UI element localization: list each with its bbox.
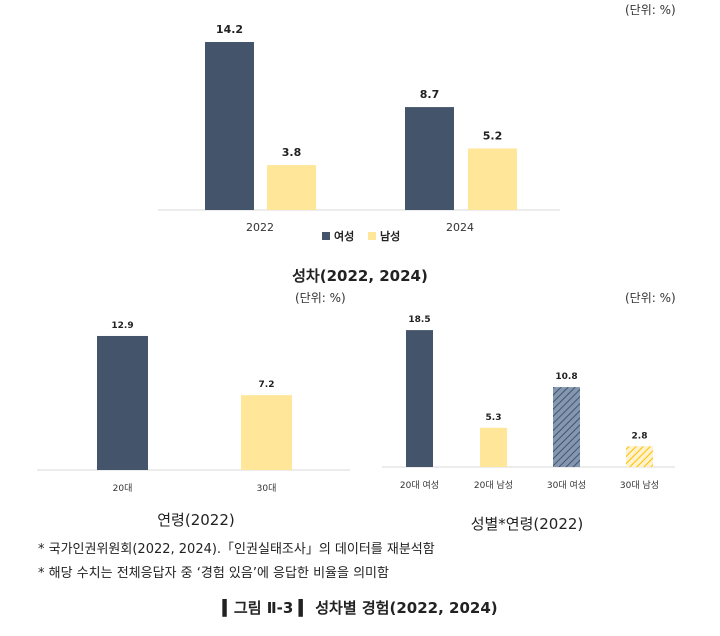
bar xyxy=(267,165,316,210)
bar xyxy=(626,446,653,467)
bar xyxy=(97,335,148,470)
data-label: 14.2 xyxy=(216,23,243,36)
legend-swatch-women xyxy=(322,232,330,240)
chart-title-age: 연령(2022) xyxy=(157,511,234,529)
bar xyxy=(553,387,580,467)
x-tick-label: 20대 남성 xyxy=(474,480,513,491)
x-tick-label: 20대 여성 xyxy=(400,479,439,491)
legend-men: 남성 xyxy=(380,229,400,243)
legend-swatch-men xyxy=(368,232,376,240)
bar xyxy=(468,148,517,210)
data-label: 5.2 xyxy=(483,129,503,142)
figure-caption: ▍그림 Ⅱ-3 ▍ 성차별 경험(2022, 2024) xyxy=(221,598,497,617)
bar xyxy=(480,427,507,467)
bar xyxy=(405,107,454,210)
bar xyxy=(406,330,433,467)
chart-gender-age: 18.5 20대 여성 5.3 20대 남성 10.8 30대 여성 2.8 30대 남성 xyxy=(382,315,675,491)
chart-title-gender: 성차(2022, 2024) xyxy=(292,267,428,285)
x-tick-label: 30대 여성 xyxy=(547,479,586,491)
unit-label-age: (단위: %) xyxy=(295,291,346,305)
x-tick-label: 30대 xyxy=(257,483,277,494)
bar xyxy=(241,395,292,470)
x-tick-label: 2024 xyxy=(446,221,474,234)
data-label: 8.7 xyxy=(420,88,440,101)
data-label: 7.2 xyxy=(259,380,275,390)
chart-title-gender-age: 성별*연령(2022) xyxy=(471,515,584,533)
unit-label-gender-age: (단위: %) xyxy=(625,291,676,305)
note-definition: * 해당 수치는 전체응답자 중 ‘경험 있음’에 응답한 비율을 의미함 xyxy=(38,566,389,581)
chart-gender: 14.2 8.7 3.8 5.2 2022 2024 xyxy=(158,23,560,234)
data-label: 12.9 xyxy=(111,321,133,331)
x-tick-label: 30대 남성 xyxy=(620,480,659,491)
unit-label-top: (단위: %) xyxy=(625,3,676,17)
data-label: 5.3 xyxy=(486,413,502,423)
bar xyxy=(205,42,254,210)
x-tick-label: 20대 xyxy=(113,483,133,494)
data-label: 2.8 xyxy=(632,431,648,441)
x-tick-label: 2022 xyxy=(246,221,274,234)
note-source: * 국가인권위원회(2022, 2024).「인권실태조사」의 데이터를 재분석… xyxy=(38,542,435,557)
legend-women: 여성 xyxy=(334,229,354,243)
data-label: 10.8 xyxy=(555,372,577,382)
data-label: 18.5 xyxy=(408,315,430,325)
data-label: 3.8 xyxy=(282,146,302,159)
chart-age: 12.9 20대 7.2 30대 xyxy=(37,321,350,494)
